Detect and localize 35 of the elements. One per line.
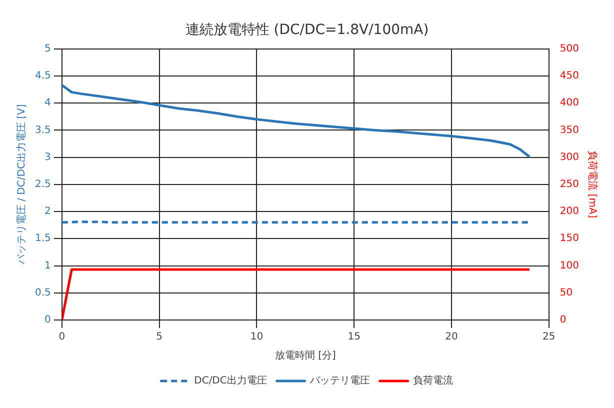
y-tick-label: 5 [44,43,51,54]
y2-tick-label: 350 [560,124,580,136]
y2-tick-label: 150 [560,233,580,244]
y-tick-label: 2 [44,206,51,218]
y2-tick-label: 400 [560,98,580,109]
legend-label: 負荷電流 [412,374,453,387]
x-tick-label: 5 [156,332,162,343]
x-tick-label: 15 [348,332,360,343]
legend-label: DC/DC出力電圧 [194,374,267,387]
y2-tick-label: 250 [560,178,580,190]
y-tick-label: 3 [44,152,51,163]
y-axis-title: バッテリ電圧 / DC/DC出力電圧 [V] [16,104,28,266]
y-tick-label: 2.5 [34,178,51,190]
y-tick-label: 1 [44,260,51,272]
y2-tick-label: 0 [560,314,566,326]
y-tick-label: 0 [44,314,51,326]
x-axis-title: 放電時間 [分] [274,350,336,362]
y2-tick-label: 200 [560,206,580,218]
y-tick-label: 0.5 [34,287,51,298]
y-tick-label: 4 [44,98,51,109]
x-tick-label: 20 [445,332,458,343]
x-tick-label: 25 [542,332,556,343]
x-tick-label: 10 [250,332,264,343]
x-tick-label: 0 [58,332,66,343]
y2-tick-label: 450 [560,70,580,82]
y2-tick-label: 300 [560,152,580,163]
y2-tick-label: 500 [560,43,580,54]
y-tick-label: 4.5 [34,70,51,82]
y2-axis-title: 負荷電流 [mA] [586,150,598,218]
y2-tick-label: 100 [560,260,580,272]
y2-tick-label: 50 [560,287,573,298]
chart-title: 連続放電特性 (DC/DC=1.8V/100mA) [185,22,429,38]
legend-label: バッテリ電圧 [308,376,370,387]
y-tick-label: 3.5 [34,124,51,136]
y-tick-label: 1.5 [34,233,51,244]
